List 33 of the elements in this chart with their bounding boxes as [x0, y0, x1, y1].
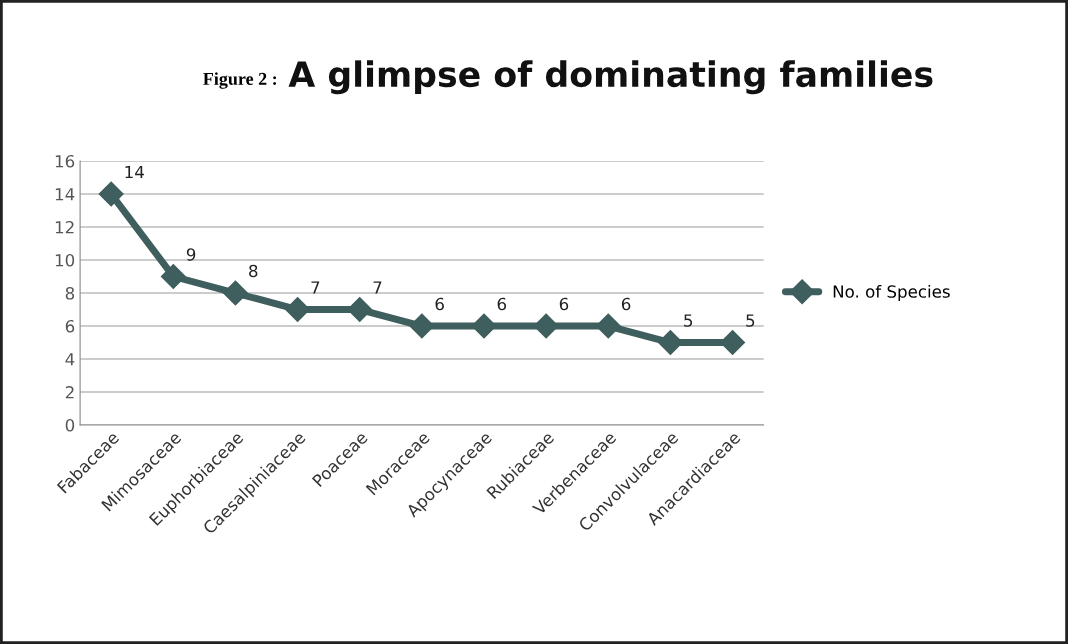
data-label: 7: [311, 281, 320, 294]
point: [409, 313, 435, 339]
chart-title: A glimpse of dominating families: [288, 60, 933, 95]
y-tick-label: 16: [55, 154, 75, 168]
point: [347, 297, 373, 323]
data-label: 9: [186, 248, 196, 261]
y-tick-label: 6: [65, 319, 75, 333]
legend-label: No. of Species: [833, 284, 950, 302]
data-label: 6: [559, 297, 569, 311]
point: [595, 313, 621, 339]
y-tick-label: 4: [65, 353, 75, 366]
data-label: 14: [125, 165, 144, 179]
point: [222, 280, 248, 306]
data-label: 5: [746, 314, 755, 327]
y-tick-label: 2: [65, 386, 74, 399]
data-label: 6: [621, 297, 631, 311]
point: [720, 330, 746, 356]
y-tick-label: 0: [65, 419, 75, 432]
data-label: 8: [249, 264, 258, 278]
data-label: 6: [497, 297, 507, 311]
y-tick-label: 10: [55, 253, 75, 267]
y-tick-label: 12: [55, 220, 74, 234]
point: [98, 181, 124, 207]
data-label: 6: [435, 297, 444, 311]
y-tick-label: 14: [55, 188, 75, 201]
y-tick-label: 8: [65, 286, 75, 300]
data-label: 5: [684, 314, 693, 327]
caption: Figure 2 :: [203, 72, 277, 89]
data-label: 7: [373, 281, 382, 294]
point: [471, 313, 497, 339]
point: [160, 264, 186, 289]
point: [657, 330, 683, 356]
point: [533, 313, 559, 339]
